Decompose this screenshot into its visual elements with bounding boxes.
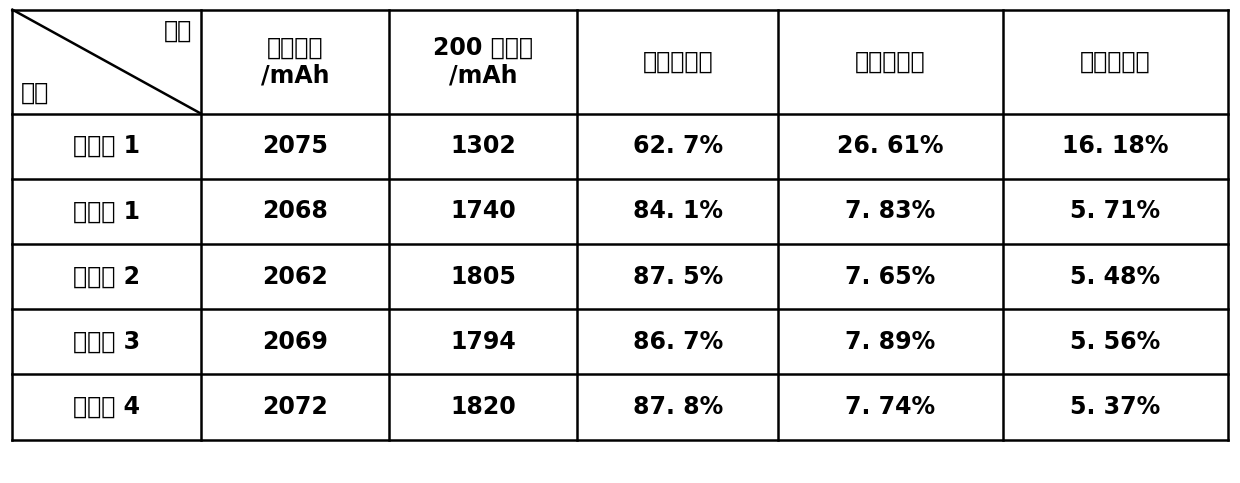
Text: 200 周容量
/mAh: 200 周容量 /mAh [433,36,533,87]
Text: 项目: 项目 [164,18,192,43]
Text: 编号: 编号 [21,81,50,105]
Text: 容量保持率: 容量保持率 [642,50,713,73]
Text: 26. 61%: 26. 61% [837,134,944,158]
Text: 84. 1%: 84. 1% [632,199,723,223]
Text: 实施例 2: 实施例 2 [73,265,140,288]
Text: 5. 71%: 5. 71% [1070,199,1161,223]
Text: 厚度增加率: 厚度增加率 [856,50,926,73]
Text: 5. 56%: 5. 56% [1070,330,1161,354]
Text: 2075: 2075 [262,134,327,158]
Text: 7. 74%: 7. 74% [846,395,935,419]
Text: 1794: 1794 [450,330,516,354]
Text: 7. 83%: 7. 83% [846,199,935,223]
Text: 7. 65%: 7. 65% [846,265,935,288]
Text: 87. 5%: 87. 5% [632,265,723,288]
Text: 实施例 4: 实施例 4 [73,395,140,419]
Text: 1740: 1740 [450,199,516,223]
Text: 2062: 2062 [262,265,327,288]
Text: 1805: 1805 [450,265,516,288]
Text: 实施例 1: 实施例 1 [73,199,140,223]
Text: 86. 7%: 86. 7% [632,330,723,354]
Text: 2069: 2069 [262,330,327,354]
Text: 实施例 3: 实施例 3 [73,330,140,354]
Text: 1302: 1302 [450,134,516,158]
Text: 7. 89%: 7. 89% [846,330,935,354]
Text: 87. 8%: 87. 8% [632,395,723,419]
Text: 内阻增加率: 内阻增加率 [1080,50,1151,73]
Text: 2068: 2068 [262,199,327,223]
Text: 5. 48%: 5. 48% [1070,265,1161,288]
Text: 2072: 2072 [262,395,327,419]
Text: 16. 18%: 16. 18% [1061,134,1168,158]
Text: 5. 37%: 5. 37% [1070,395,1161,419]
Text: 对比例 1: 对比例 1 [73,134,140,158]
Text: 1820: 1820 [450,395,516,419]
Text: 62. 7%: 62. 7% [632,134,723,158]
Text: 初始容量
/mAh: 初始容量 /mAh [260,36,329,87]
